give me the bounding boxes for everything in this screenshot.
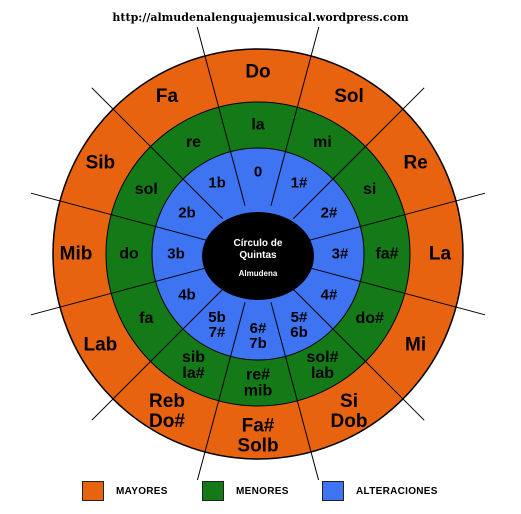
legend-item: MAYORES bbox=[82, 480, 168, 502]
legend-swatch bbox=[82, 481, 104, 501]
major-key-label: Reb bbox=[149, 391, 185, 412]
accidental-label: 0 bbox=[254, 164, 262, 181]
accidental-label: 4# bbox=[321, 287, 338, 304]
minor-key-label: mib bbox=[244, 383, 273, 400]
legend-label: MAYORES bbox=[116, 486, 168, 497]
minor-key-label: la bbox=[251, 117, 264, 134]
minor-key-label: si bbox=[363, 181, 376, 198]
minor-key-label: lab bbox=[311, 365, 334, 382]
major-key-label: Mi bbox=[405, 335, 426, 356]
minor-key-label: sol bbox=[135, 181, 158, 198]
minor-key-label: re# bbox=[246, 367, 270, 384]
major-key-label: Lab bbox=[83, 335, 117, 356]
legend-item: ALTERACIONES bbox=[322, 480, 438, 502]
minor-key-label: sol# bbox=[306, 349, 338, 366]
accidental-label: 3# bbox=[332, 246, 349, 263]
accidental-label: 4b bbox=[178, 287, 196, 304]
legend-label: MENORES bbox=[236, 486, 289, 497]
minor-key-label: fa bbox=[139, 310, 153, 327]
accidental-label: 1b bbox=[208, 174, 226, 191]
legend-swatch bbox=[202, 481, 224, 501]
accidental-label: 7# bbox=[209, 324, 226, 341]
accidental-label: 6b bbox=[290, 324, 308, 341]
legend-item: MENORES bbox=[202, 480, 289, 502]
minor-key-label: do# bbox=[355, 310, 384, 327]
center-author: Almudena bbox=[239, 269, 278, 278]
minor-key-label: sib bbox=[182, 349, 205, 366]
accidental-label: 2b bbox=[178, 205, 196, 222]
major-key-label: Do# bbox=[149, 411, 185, 432]
minor-key-label: mi bbox=[313, 134, 332, 151]
legend: MAYORES MENORES ALTERACIONES bbox=[0, 480, 521, 510]
accidental-label: 2# bbox=[321, 205, 338, 222]
major-key-label: Si bbox=[340, 391, 358, 412]
accidental-label: 1# bbox=[291, 174, 308, 191]
minor-key-label: la# bbox=[182, 365, 204, 382]
major-key-label: Do bbox=[245, 62, 270, 83]
legend-label: ALTERACIONES bbox=[356, 486, 438, 497]
major-key-label: Fa bbox=[156, 86, 179, 107]
legend-swatch bbox=[322, 481, 344, 501]
center-title: Círculo de Quintas bbox=[234, 238, 283, 261]
major-key-label: Fa# bbox=[242, 416, 275, 437]
major-key-label: Solb bbox=[237, 436, 278, 457]
major-key-label: La bbox=[429, 244, 452, 265]
major-key-label: Sib bbox=[86, 153, 116, 174]
major-key-label: Mib bbox=[60, 244, 93, 265]
minor-key-label: do bbox=[119, 246, 139, 263]
minor-key-label: re bbox=[186, 134, 201, 151]
major-key-label: Dob bbox=[331, 411, 368, 432]
minor-key-label: fa# bbox=[375, 246, 398, 263]
accidental-label: 7b bbox=[249, 335, 267, 352]
major-key-label: Re bbox=[403, 153, 427, 174]
accidental-label: 3b bbox=[167, 246, 185, 263]
circle-of-fifths: Círculo de Quintas Almudena Do la 0 Sol mi 1# R… bbox=[0, 0, 521, 480]
major-key-label: Sol bbox=[334, 86, 364, 107]
